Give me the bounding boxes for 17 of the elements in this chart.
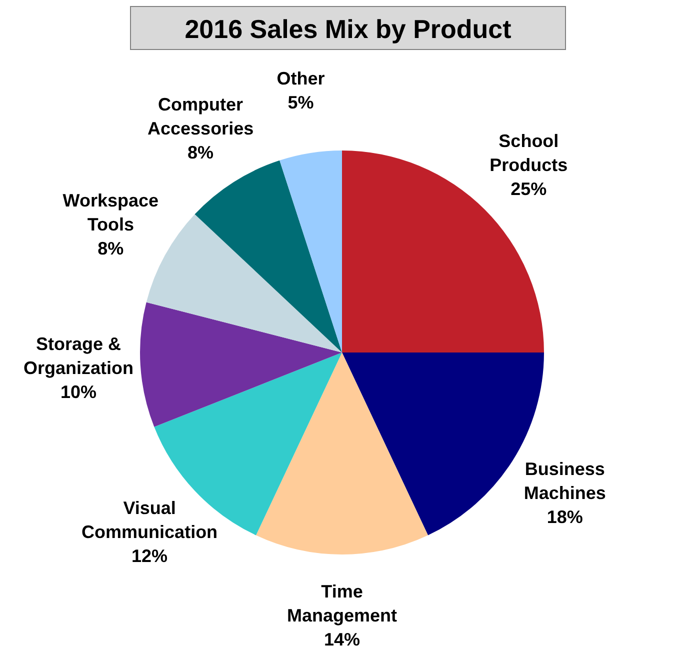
slice-label: Other: [276, 68, 325, 89]
slice-label: Business Machines: [524, 458, 606, 503]
data-label: 25%: [510, 178, 547, 199]
slice-label: Workspace Tools: [62, 190, 159, 234]
slice-label: Time Management: [286, 581, 398, 626]
slice-label: Computer Accessories: [148, 94, 254, 139]
data-label: 8%: [188, 142, 214, 163]
slice-label: Visual Communication: [82, 498, 218, 542]
data-label: 14%: [324, 629, 360, 650]
data-label: 10%: [60, 382, 97, 402]
chart-title: 2016 Sales Mix by Product: [130, 6, 566, 50]
slice-label: School Products: [490, 130, 568, 175]
data-label: 5%: [288, 92, 314, 113]
slice-label: Storage & Organization: [24, 334, 134, 378]
data-label: 18%: [546, 506, 583, 527]
data-label: 12%: [132, 546, 168, 566]
data-label: 8%: [98, 238, 124, 258]
